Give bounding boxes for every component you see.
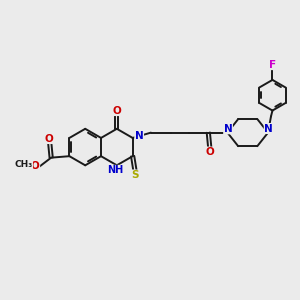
Text: N: N (224, 124, 233, 134)
Text: O: O (31, 161, 40, 172)
Text: O: O (112, 106, 121, 116)
Text: O: O (206, 147, 214, 157)
Text: N: N (264, 124, 273, 134)
Text: CH₃: CH₃ (14, 160, 33, 169)
Text: F: F (269, 60, 276, 70)
Text: O: O (45, 134, 53, 143)
Text: S: S (131, 170, 139, 180)
Text: NH: NH (107, 165, 124, 175)
Text: N: N (135, 131, 143, 142)
